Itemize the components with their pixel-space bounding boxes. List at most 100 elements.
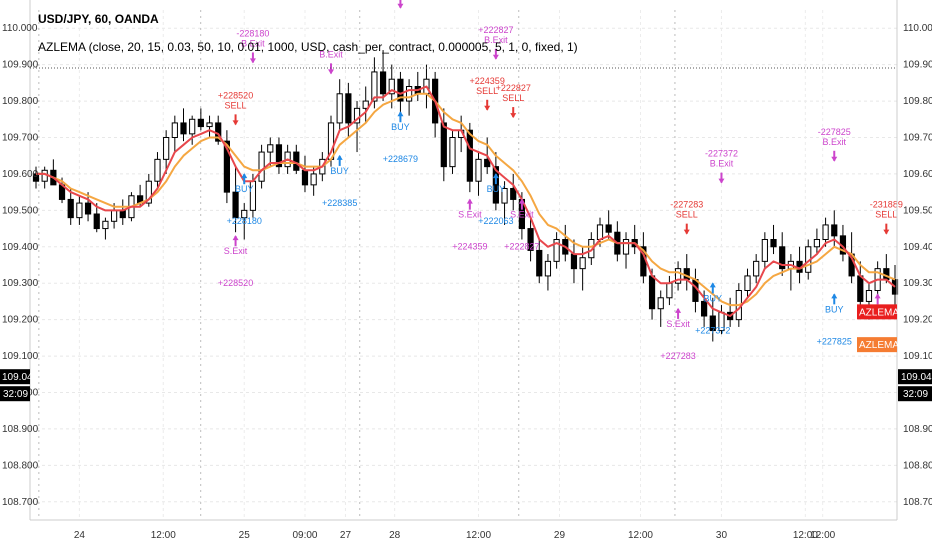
candle-body (648, 275, 656, 310)
candle-body (180, 122, 187, 135)
price-tick-right: 109.600 (903, 169, 932, 180)
price-tick-right: 109.500 (903, 205, 932, 216)
price-axis[interactable]: 110.000 110.000 109.900 109.900 109.800 109.8… (0, 0, 932, 520)
candle-body (674, 268, 682, 284)
time-tick: 12:00 (810, 530, 835, 541)
signal-buy: +228180 BUY (227, 173, 262, 226)
current-price-badge-left (0, 369, 30, 385)
signal-pnl: +228180 (227, 216, 262, 226)
azlema-fast-line (36, 92, 896, 307)
candle-body (258, 151, 265, 182)
chart-title: USD/JPY, 60, OANDA (38, 12, 159, 26)
signal-label: BUY (825, 304, 844, 314)
candle-body (813, 239, 821, 248)
candle-body (353, 107, 361, 124)
candle-body (405, 86, 413, 102)
signal-label: B.Exit (484, 35, 508, 45)
time-tick: 12:00 (628, 530, 653, 541)
signal-pnl: +224359 (452, 242, 487, 252)
candle-body (163, 137, 170, 160)
candle-body (397, 78, 404, 102)
time-tick: 30 (716, 530, 728, 541)
candle-body (171, 122, 178, 139)
signal-pnl: +224359 (470, 76, 505, 86)
candle-body (822, 224, 829, 241)
current-price-right: 109.042 (901, 372, 932, 383)
signal-label: BUY (391, 122, 410, 132)
signal-pnl: +228679 (383, 154, 418, 164)
candle-body (388, 78, 395, 95)
signal-pnl: +222827 (478, 25, 513, 35)
signal-buy: +228679 BUY (383, 111, 418, 164)
candle-body (345, 93, 352, 124)
candle-body (622, 239, 630, 255)
candle-body (145, 180, 152, 204)
price-tick-right: 108.900 (903, 424, 932, 435)
candle-body (379, 71, 387, 95)
candle-body (241, 209, 248, 219)
signal-arrow-head (249, 58, 256, 64)
signal-pnl: +227372 (695, 325, 730, 335)
signal-exit-long: +224359 S.Exit (452, 198, 487, 252)
signal-arrow-head (709, 282, 716, 288)
signal-arrow-head (328, 69, 335, 75)
signal-label: B.Exit (241, 38, 265, 48)
indicator-legend[interactable]: AZLEMA (close, 20, 15, 0.03, 50, 10, 0.0… (38, 40, 578, 54)
signal-arrow-head (484, 105, 491, 111)
price-tick-left: 108.900 (2, 424, 39, 435)
signal-label: BUY (330, 166, 349, 176)
price-tick-right: 110.000 (903, 23, 932, 34)
signal-pnl: +228520 (218, 278, 253, 288)
signal-arrow-head (397, 3, 404, 9)
signal-exit-long: +222827 S.Exit (504, 198, 540, 252)
signal-label: BUY (704, 293, 723, 303)
signal-pnl: +222063 (478, 216, 513, 226)
signal-arrow-head (232, 235, 239, 241)
indicator-badge (857, 337, 897, 353)
candle-body (770, 239, 777, 248)
time-axis[interactable]: 24 12:00 25 09:00 27 28 12:00 29 12:00 30 12:0012:… (30, 519, 897, 541)
signal-arrow-head (232, 120, 239, 126)
signal-label: SELL (875, 210, 897, 220)
signal-label: S.Exit (458, 210, 482, 220)
indicator-badge-label: AZLEMA (859, 340, 899, 351)
signal-label: B.Exit (710, 159, 734, 169)
candle-body (779, 246, 786, 270)
candle-body (371, 71, 378, 102)
price-tick-right: 109.200 (903, 315, 932, 326)
signal-buy: +227825 BUY (817, 293, 852, 346)
signal-arrow-head (831, 293, 838, 299)
signal-label: BUY (487, 184, 506, 194)
signal-label: SELL (225, 100, 247, 110)
candles (32, 50, 899, 342)
time-tick: 12:00 (793, 530, 818, 541)
candle-body (362, 100, 369, 109)
signal-label: SELL (676, 210, 698, 220)
signal-arrow-head (492, 54, 499, 60)
candle-body (102, 220, 109, 230)
candle-body (709, 315, 716, 332)
price-tick-left: 109.800 (2, 96, 39, 107)
signal-pnl: +222827 (504, 242, 539, 252)
signal-label: B.Exit (319, 49, 343, 59)
candle-body (110, 209, 118, 222)
signal-arrow-head (831, 156, 838, 162)
price-tick-left: 109.400 (2, 242, 39, 253)
signal-pnl: +228385 (322, 198, 357, 208)
signal-arrow-head (883, 229, 890, 235)
signal-label: S.Exit (666, 319, 690, 329)
candle-body (501, 188, 508, 204)
trade-signals: -228180B.Exit+228520SELL+228180BUY+22852… (218, 0, 903, 361)
price-tick-right: 109.700 (903, 133, 932, 144)
signal-label: S.Exit (224, 246, 248, 256)
signal-pnl: +228520 (218, 90, 253, 100)
time-tick: 25 (239, 530, 251, 541)
signal-pnl: -228180 (236, 28, 269, 38)
candle-body (857, 275, 864, 302)
signal-buy: +227372 BUY (695, 282, 730, 335)
